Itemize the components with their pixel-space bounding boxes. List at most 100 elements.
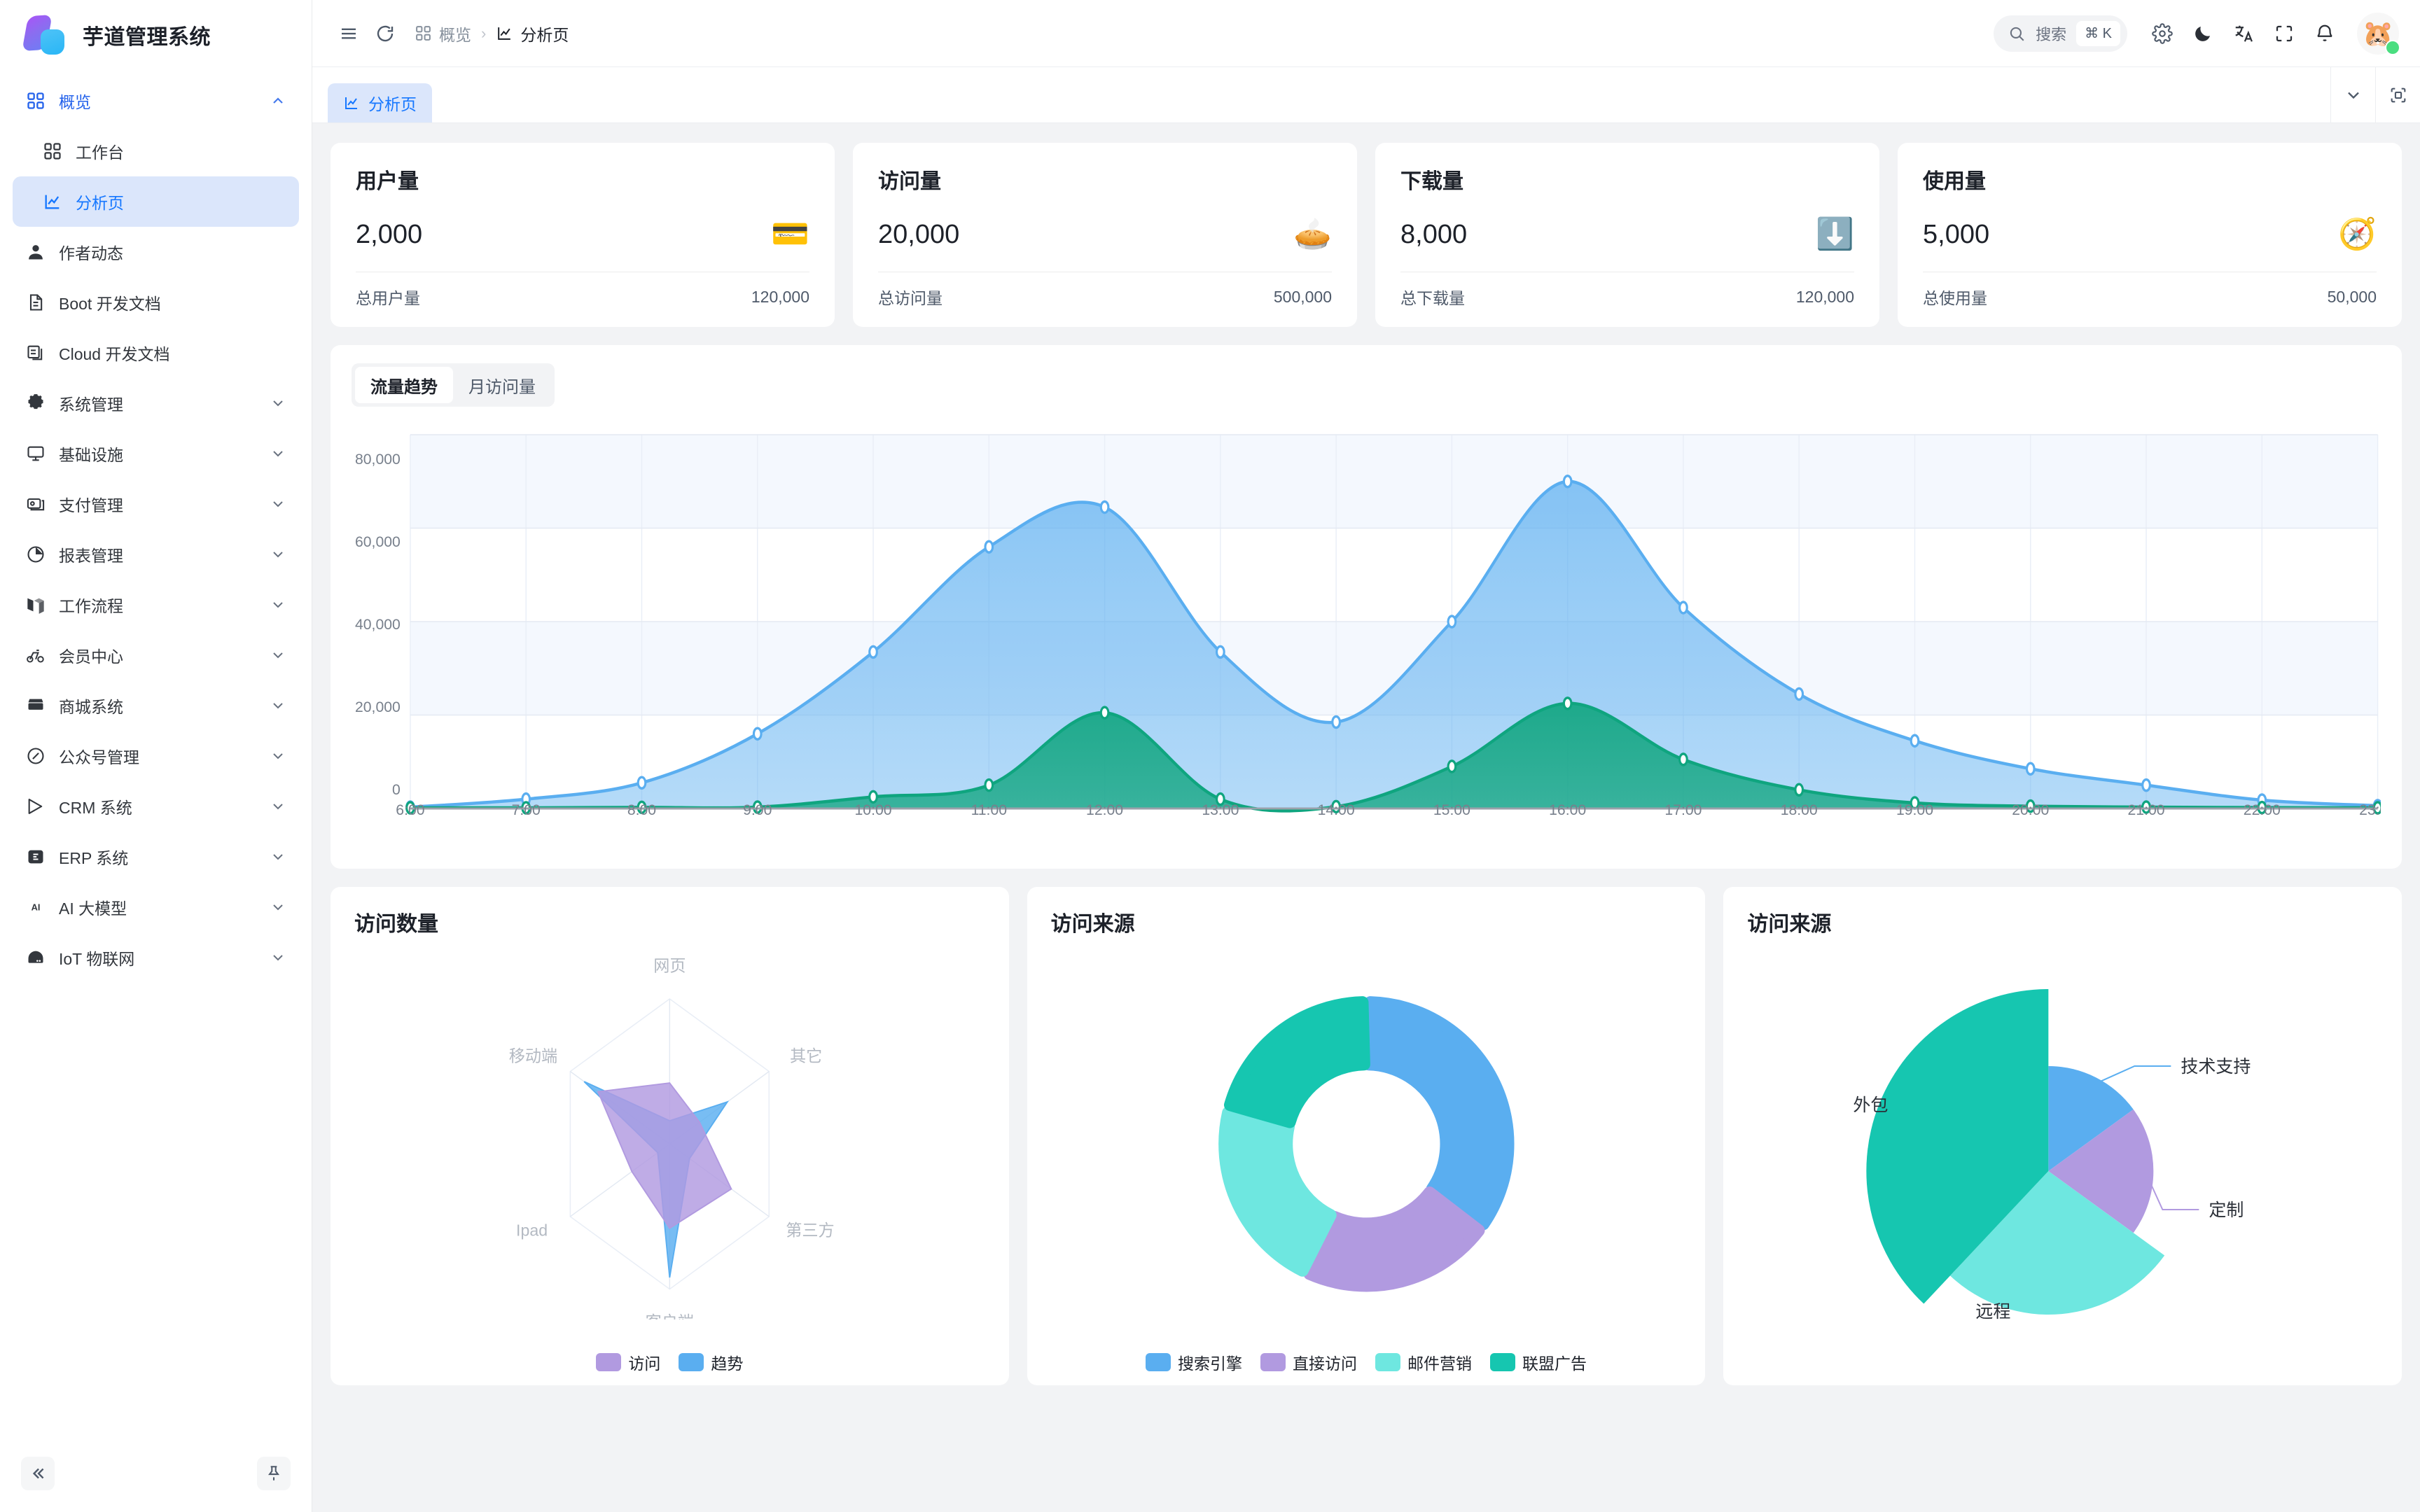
svg-text:80,000: 80,000 [355,451,401,468]
legend-item[interactable]: 直接访问 [1260,1350,1357,1374]
server-icon [25,947,46,968]
legend-item[interactable]: 联盟广告 [1490,1350,1587,1374]
legend-label: 直接访问 [1293,1354,1357,1373]
legend-item[interactable]: 搜索引擎 [1146,1350,1242,1374]
search-placeholder: 搜索 [2036,25,2067,43]
svg-text:18:00: 18:00 [1781,802,1818,818]
breadcrumb-separator: › [481,24,487,42]
sidebar-item-author-news[interactable]: 作者动态 [13,227,299,277]
pin-sidebar-button[interactable] [257,1457,291,1490]
sidebar-item-label: 工作流程 [59,597,123,615]
wallet-icon [25,493,46,514]
avatar[interactable]: 🐹 [2357,12,2400,55]
sidebar-item-label: 会员中心 [59,648,123,666]
svg-text:12:00: 12:00 [1086,802,1123,818]
stat-card-users: 用户量 2,000 💳 总用户量 120,000 [331,143,835,327]
legend-item[interactable]: 邮件营销 [1375,1350,1472,1374]
chevron-down-icon [270,445,286,462]
legend-item[interactable]: 访问 [596,1350,660,1374]
svg-text:技术支持: 技术支持 [2181,1057,2251,1077]
trend-tab-flow[interactable]: 流量趋势 [355,367,453,403]
svg-text:40,000: 40,000 [355,617,401,633]
chart-line-icon [496,24,513,42]
sidebar-item-erp[interactable]: ERP 系统 [13,832,299,882]
donut-chart[interactable] [1051,941,1682,1320]
sidebar-item-overview[interactable]: 概览 [13,76,299,126]
trend-tab-monthly[interactable]: 月访问量 [468,377,536,397]
svg-text:定制: 定制 [2209,1200,2244,1220]
stat-foot-value: 120,000 [751,287,809,306]
chevron-down-icon [270,697,286,714]
stat-value: 5,000 [1923,219,1990,249]
sidebar-item-cloud-docs[interactable]: Cloud 开发文档 [13,328,299,378]
compass-icon: 🧭 [2338,217,2377,251]
sidebar-item-label: 公众号管理 [59,748,139,766]
copy-document-icon [25,342,46,363]
sidebar-item-infrastructure[interactable]: 基础设施 [13,428,299,479]
svg-text:17:00: 17:00 [1664,802,1702,818]
breadcrumb-item-analysis[interactable]: 分析页 [496,22,569,46]
radar-chart[interactable]: 网页其它第三方客户端 Ipad 移动端 [354,941,985,1320]
send-icon [25,796,46,817]
stat-value: 8,000 [1400,219,1468,249]
tab-analysis[interactable]: 分析页 [328,83,432,122]
legend-swatch [596,1353,622,1371]
legend-swatch [1375,1353,1400,1371]
sidebar-item-analysis[interactable]: 分析页 [13,176,299,227]
sidebar-item-label: Boot 开发文档 [59,295,161,313]
svg-text:外包: 外包 [1854,1096,1889,1115]
logo-icon [22,13,69,57]
tabbar: 分析页 [312,67,2420,123]
collapse-sidebar-button[interactable] [21,1457,55,1490]
svg-text:13:00: 13:00 [1202,802,1239,818]
stat-title: 用户量 [356,170,419,193]
tabbar-actions [2330,67,2420,122]
dark-mode-button[interactable] [2185,15,2221,52]
language-button[interactable] [2225,15,2262,52]
hamburger-icon[interactable] [331,15,367,52]
sidebar-item-workflow[interactable]: 工作流程 [13,580,299,630]
notifications-button[interactable] [2307,15,2343,52]
sidebar-item-iot[interactable]: IoT 物联网 [13,932,299,983]
sidebar-item-mp[interactable]: 公众号管理 [13,731,299,781]
sidebar-item-crm[interactable]: CRM 系统 [13,781,299,832]
tab-more-button[interactable] [2330,67,2375,122]
app-logo[interactable]: 芋道管理系统 [0,0,312,70]
legend-label: 访问 [628,1354,661,1373]
sidebar-item-reports[interactable]: 报表管理 [13,529,299,580]
breadcrumb-item-overview[interactable]: 概览 [415,22,471,46]
fullscreen-button[interactable] [2266,15,2302,52]
legend-item[interactable]: 趋势 [679,1350,743,1374]
ai-icon: AI [25,897,46,918]
content-fullscreen-button[interactable] [2375,67,2420,122]
sidebar-item-ai[interactable]: AI AI 大模型 [13,882,299,932]
traffic-trend-chart[interactable]: 0 20,000 40,000 60,000 80,000 6:00 7:00 8:00 9:0… [352,422,2381,856]
sidebar-item-member[interactable]: 会员中心 [13,630,299,680]
main-area: 概览 › 分析页 搜索 ⌘ K [312,0,2420,1512]
settings-button[interactable] [2144,15,2181,52]
svg-text:20,000: 20,000 [355,699,401,715]
refresh-icon[interactable] [367,15,403,52]
sidebar-item-boot-docs[interactable]: Boot 开发文档 [13,277,299,328]
search-input[interactable]: 搜索 ⌘ K [1994,15,2127,52]
chart-line-icon [42,191,63,212]
breadcrumb-label: 分析页 [520,25,569,44]
stat-foot-value: 500,000 [1273,287,1332,306]
legend-swatch [1146,1353,1171,1371]
sidebar-item-label: 工作台 [76,144,124,162]
stat-card-usage: 使用量 5,000 🧭 总使用量 50,000 [1898,143,2402,327]
bike-icon [25,645,46,666]
svg-text:9:00: 9:00 [743,802,772,818]
chevron-down-icon [270,546,286,563]
chevron-down-icon [270,748,286,764]
sidebar-item-payment[interactable]: 支付管理 [13,479,299,529]
stat-foot-label: 总下载量 [1400,289,1465,307]
svg-text:Ipad: Ipad [516,1221,548,1239]
svg-text:22:00: 22:00 [2244,802,2281,818]
flow-icon [25,594,46,615]
sidebar-item-system[interactable]: 系统管理 [13,378,299,428]
sidebar-item-workbench[interactable]: 工作台 [13,126,299,176]
svg-text:8:00: 8:00 [627,802,656,818]
sidebar-item-mall[interactable]: 商城系统 [13,680,299,731]
